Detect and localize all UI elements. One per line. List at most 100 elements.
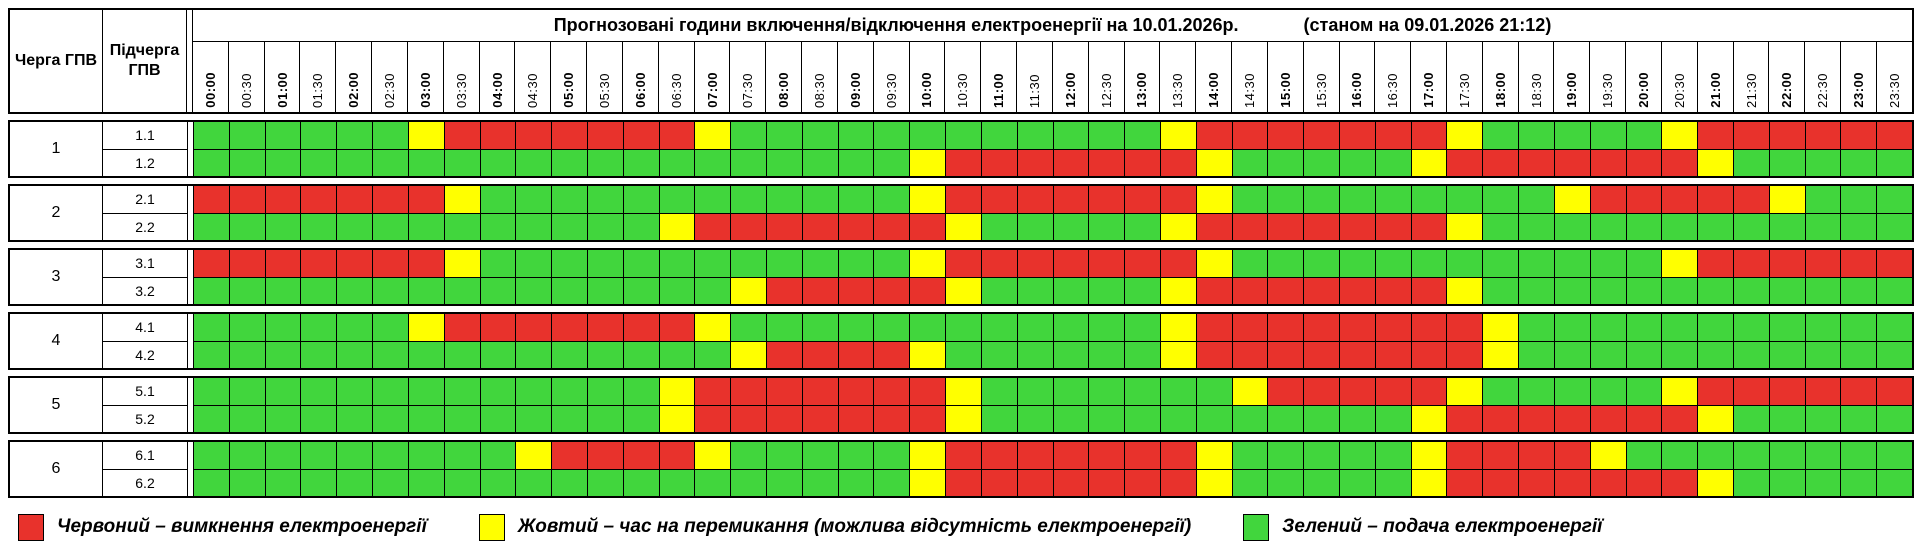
schedule-cell — [1125, 314, 1161, 341]
schedule-cell — [1483, 469, 1520, 496]
schedule-cell — [946, 341, 982, 368]
time-label: 03:30 — [453, 72, 469, 108]
schedule-grid — [194, 442, 1912, 496]
schedule-cell — [1125, 250, 1161, 277]
page-title: Прогнозовані години включення/відключенн… — [553, 15, 1239, 35]
schedule-cell — [1698, 405, 1734, 432]
schedule-cell — [695, 405, 732, 432]
time-label-cell: 13:00 — [1125, 42, 1161, 112]
time-label-cell: 20:00 — [1626, 42, 1662, 112]
schedule-cell — [337, 405, 374, 432]
schedule-cell — [480, 378, 517, 405]
time-label-cell: 14:30 — [1232, 42, 1268, 112]
schedule-cell — [265, 186, 302, 213]
schedule-cell — [1519, 405, 1555, 432]
schedule-cell — [1125, 186, 1161, 213]
schedule-cell — [802, 405, 839, 432]
schedule-cell — [1698, 469, 1734, 496]
schedule-cell — [194, 186, 230, 213]
schedule-cell — [1447, 341, 1484, 368]
schedule-cell — [623, 341, 660, 368]
schedule-cell — [1483, 442, 1520, 469]
schedule-cell — [444, 250, 481, 277]
schedule-cell — [265, 469, 302, 496]
schedule-cell — [1626, 250, 1663, 277]
schedule-cell — [1125, 341, 1161, 368]
legend-label-red: Червоний – вимкнення електроенергії — [57, 516, 427, 537]
schedule-cell — [1877, 277, 1912, 304]
schedule-cell — [1053, 149, 1090, 176]
schedule-cell — [1304, 405, 1340, 432]
schedule-cell — [1590, 405, 1627, 432]
schedule-cell — [695, 122, 732, 149]
schedule-cell — [337, 314, 374, 341]
legend-item-green: Зелений – подача електроенергії — [1243, 513, 1602, 541]
time-label: 11:00 — [991, 72, 1007, 108]
schedule-cell — [1805, 250, 1842, 277]
schedule-cell — [373, 213, 409, 240]
schedule-cell — [1160, 341, 1197, 368]
schedule-cell — [874, 405, 911, 432]
schedule-cell — [946, 213, 982, 240]
time-label-cell: 04:00 — [480, 42, 516, 112]
schedule-cell — [910, 277, 947, 304]
schedule-cell — [1304, 213, 1340, 240]
schedule-cell — [408, 442, 445, 469]
schedule-cell — [1089, 442, 1126, 469]
schedule-cell — [981, 341, 1018, 368]
schedule-cell — [373, 378, 409, 405]
schedule-cell — [1160, 469, 1197, 496]
schedule-cell — [1841, 149, 1878, 176]
schedule-cell — [337, 213, 374, 240]
schedule-cell — [194, 277, 230, 304]
schedule-cell — [1554, 122, 1591, 149]
schedule-cell — [1375, 341, 1412, 368]
time-label-cell: 00:00 — [193, 42, 229, 112]
time-label-cell: 23:00 — [1841, 42, 1877, 112]
schedule-cell — [194, 149, 230, 176]
schedule-cell — [229, 149, 266, 176]
time-label: 12:30 — [1098, 72, 1114, 108]
schedule-cell — [1089, 314, 1126, 341]
queue-box: 3 3.1 3.2 — [8, 248, 1914, 306]
schedule-cell — [516, 186, 553, 213]
schedule-cell — [265, 378, 302, 405]
time-label-cell: 07:30 — [730, 42, 767, 112]
schedule-cell — [301, 405, 338, 432]
schedule-cell — [767, 442, 803, 469]
schedule-cell — [1160, 149, 1197, 176]
schedule-cell — [1841, 442, 1878, 469]
schedule-cell — [373, 314, 409, 341]
time-label: 07:00 — [704, 72, 720, 108]
schedule-cell — [1554, 442, 1591, 469]
schedule-cell — [373, 405, 409, 432]
schedule-cell — [1232, 341, 1269, 368]
schedule-cell — [802, 186, 839, 213]
time-label-cell: 10:00 — [910, 42, 946, 112]
time-label: 01:30 — [310, 72, 326, 108]
schedule-cell — [301, 378, 338, 405]
time-label: 11:30 — [1026, 73, 1042, 108]
schedule-cell — [623, 149, 660, 176]
schedule-cell — [1483, 277, 1520, 304]
schedule-cell — [265, 341, 302, 368]
schedule-cell — [802, 469, 839, 496]
subqueue-label: 4.1 — [103, 314, 187, 342]
schedule-cell — [1089, 250, 1126, 277]
schedule-cell — [1232, 213, 1269, 240]
schedule-cell — [1769, 186, 1806, 213]
schedule-cell — [838, 122, 875, 149]
time-label: 14:00 — [1206, 72, 1222, 108]
schedule-cell — [695, 213, 732, 240]
time-label-cell: 18:30 — [1519, 42, 1555, 112]
schedule-cell — [838, 213, 875, 240]
schedule-cell — [874, 186, 911, 213]
schedule-cell — [1232, 442, 1269, 469]
schedule-cell — [1089, 469, 1126, 496]
schedule-cell — [444, 405, 481, 432]
subqueue-labels: 2.1 2.2 — [103, 186, 187, 240]
time-label-cell: 09:30 — [874, 42, 910, 112]
schedule-cell — [1662, 213, 1699, 240]
schedule-cell — [480, 122, 517, 149]
